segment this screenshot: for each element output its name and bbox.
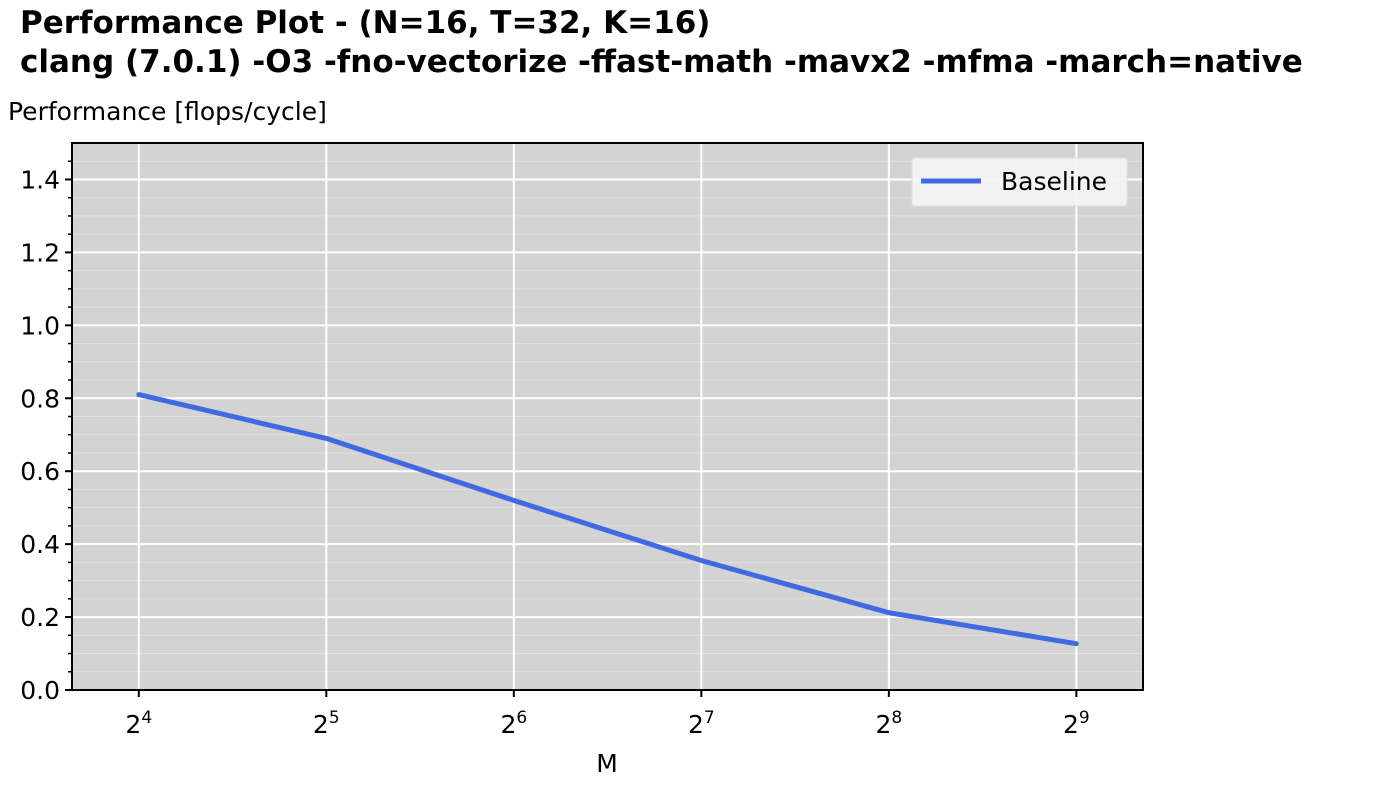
legend: Baseline: [911, 157, 1128, 207]
major-gridlines: [72, 143, 1143, 691]
x-tick-label: 24: [125, 708, 152, 739]
x-tick-label: 26: [500, 708, 527, 739]
x-tick-label: 27: [688, 708, 715, 739]
x-axis-label: M: [596, 749, 618, 778]
minor-gridlines: [72, 160, 1143, 673]
legend-label-baseline: Baseline: [1001, 167, 1107, 196]
chart-subtitle: clang (7.0.1) -O3 -fno-vectorize -ffast-…: [20, 44, 1303, 80]
legend-box: [911, 157, 1128, 207]
y-tick-label: 0.6: [20, 457, 60, 486]
y-tick-label: 0.2: [20, 603, 60, 632]
plot-area: [72, 143, 1143, 690]
x-axis-ticks: 24 25 26 27 28 29: [125, 690, 1090, 739]
y-axis-label: Performance [flops/cycle]: [8, 97, 327, 126]
y-axis-ticks: 0.0 0.2 0.4 0.6 0.8 1.0 1.2 1.4: [20, 160, 72, 705]
y-tick-label: 1.0: [20, 311, 60, 340]
y-tick-label: 0.8: [20, 384, 60, 413]
y-tick-label: 0.4: [20, 530, 60, 559]
series-layer: [136, 392, 1079, 647]
series-line-baseline: [136, 392, 1079, 647]
y-tick-label: 1.2: [20, 238, 60, 267]
y-tick-label: 0.0: [20, 676, 60, 705]
x-tick-label: 29: [1063, 708, 1090, 739]
y-tick-label: 1.4: [20, 165, 60, 194]
chart-title: Performance Plot - (N=16, T=32, K=16): [20, 5, 710, 41]
x-tick-label: 25: [313, 708, 340, 739]
x-tick-label: 28: [875, 708, 902, 739]
